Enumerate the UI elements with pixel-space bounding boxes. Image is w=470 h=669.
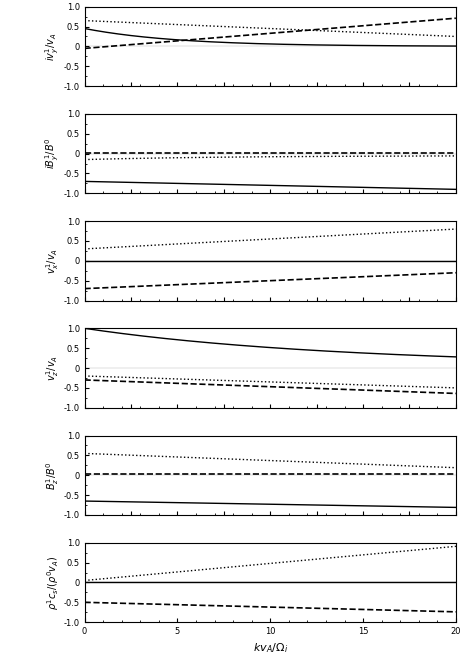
Y-axis label: $\rho^1c_s/(\rho^0v_A)$: $\rho^1c_s/(\rho^0v_A)$ <box>45 555 61 609</box>
Y-axis label: $iB_y^1/B^0$: $iB_y^1/B^0$ <box>43 138 61 169</box>
X-axis label: $kv_A/\Omega_i$: $kv_A/\Omega_i$ <box>253 642 288 656</box>
Y-axis label: $B_z^1/B^0$: $B_z^1/B^0$ <box>44 461 61 490</box>
Y-axis label: $iv_y^1/v_A$: $iv_y^1/v_A$ <box>43 32 61 61</box>
Y-axis label: $v_x^1/v_A$: $v_x^1/v_A$ <box>44 248 61 274</box>
Y-axis label: $v_z^1/v_A$: $v_z^1/v_A$ <box>44 355 61 381</box>
